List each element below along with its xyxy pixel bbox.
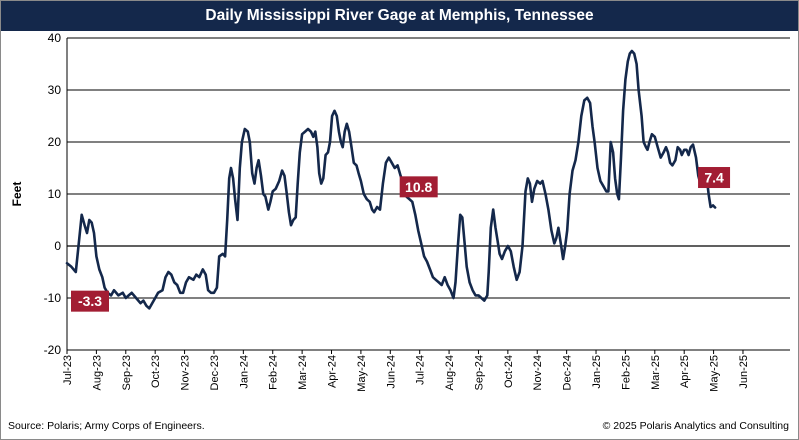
y-tick-label: 30 [48, 83, 62, 97]
x-tick-label: Jun-24 [385, 355, 397, 389]
y-tick-label: 10 [48, 187, 62, 201]
copyright-note: © 2025 Polaris Analytics and Consulting [602, 420, 789, 432]
x-tick-label: Apr-25 [679, 355, 691, 388]
annotation-label: -3.3 [78, 293, 102, 309]
x-tick-label: May-24 [356, 355, 368, 392]
x-tick-label: Jun-25 [738, 355, 750, 389]
x-tick-label: Jul-23 [62, 355, 74, 385]
x-tick-label: May-25 [709, 355, 721, 392]
y-tick-label: -10 [44, 291, 62, 305]
y-axis-label: Feet [10, 182, 24, 207]
x-tick-label: Aug-23 [91, 355, 103, 390]
x-tick-label: Feb-24 [268, 355, 280, 390]
y-tick-label: 20 [48, 135, 62, 149]
x-tick-label: Aug-24 [444, 355, 456, 390]
x-tick-label: Dec-23 [209, 355, 221, 390]
annotation-label: 10.8 [405, 179, 432, 195]
chart-title: Daily Mississippi River Gage at Memphis,… [1, 1, 798, 31]
x-tick-label: Oct-24 [503, 355, 515, 388]
annotation-badge [399, 176, 438, 198]
annotation-badge [698, 167, 731, 189]
x-tick-label: Sep-23 [121, 355, 133, 390]
x-tick-label: Jan-24 [238, 355, 250, 389]
y-tick-label: 40 [48, 31, 62, 45]
x-tick-label: Oct-23 [150, 355, 162, 388]
y-tick-label: 0 [54, 239, 61, 253]
x-tick-label: Jan-25 [591, 355, 603, 389]
annotation-label: 7.4 [704, 170, 724, 186]
x-tick-label: Nov-23 [180, 355, 192, 390]
y-tick-label: -20 [44, 343, 62, 357]
x-tick-label: Dec-24 [562, 355, 574, 390]
source-note: Source: Polaris; Army Corps of Engineers… [8, 420, 205, 432]
x-tick-label: Sep-24 [473, 355, 485, 390]
x-tick-label: Mar-24 [297, 355, 309, 390]
x-tick-label: Mar-25 [650, 355, 662, 390]
x-tick-label: Apr-24 [327, 355, 339, 388]
x-tick-label: Jul-24 [415, 355, 427, 385]
annotation-badge [71, 290, 109, 312]
x-tick-label: Nov-24 [532, 355, 544, 390]
x-tick-label: Feb-25 [620, 355, 632, 390]
